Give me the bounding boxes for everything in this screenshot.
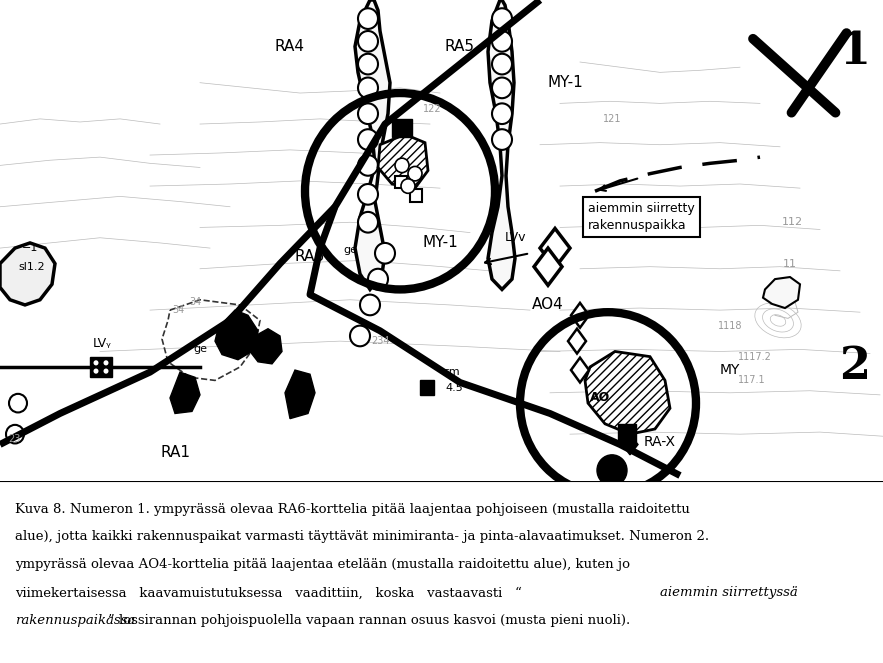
Bar <box>395 176 407 188</box>
Circle shape <box>358 184 378 205</box>
Text: Kuva 8. Numeron 1. ympyrässä olevaa RA6-korttelia pitää laajentaa pohjoiseen (mu: Kuva 8. Numeron 1. ympyrässä olevaa RA6-… <box>15 503 690 516</box>
Polygon shape <box>215 310 258 360</box>
Polygon shape <box>170 372 200 414</box>
Text: ympyrässä olevaa AO4-korttelia pitää laajentaa etelään (mustalla raidoitettu alu: ympyrässä olevaa AO4-korttelia pitää laa… <box>15 558 630 572</box>
Text: 1118: 1118 <box>718 321 743 331</box>
Text: 122: 122 <box>423 103 442 113</box>
Polygon shape <box>378 135 428 188</box>
Text: 112: 112 <box>781 217 803 227</box>
Circle shape <box>492 54 512 74</box>
Text: 4.5: 4.5 <box>445 383 463 392</box>
Text: LVv: LVv <box>505 231 527 244</box>
Text: ge: ge <box>193 344 207 355</box>
Text: 121: 121 <box>603 114 622 124</box>
Polygon shape <box>571 357 589 383</box>
Circle shape <box>9 394 27 412</box>
Circle shape <box>103 369 109 374</box>
Text: sl1.2: sl1.2 <box>18 262 45 272</box>
Circle shape <box>492 78 512 98</box>
Circle shape <box>358 31 378 52</box>
Text: AO: AO <box>590 391 610 404</box>
Text: 1117.2: 1117.2 <box>738 351 772 361</box>
Text: sm: sm <box>443 367 460 377</box>
Text: viimekertaisessa   kaavamuistutuksessa   vaadittiin,   koska   vastaavasti   “: viimekertaisessa kaavamuistutuksessa vaa… <box>15 586 522 599</box>
Circle shape <box>350 326 370 346</box>
Circle shape <box>375 243 395 264</box>
Circle shape <box>358 129 378 150</box>
Text: rakennuspaikassa: rakennuspaikassa <box>15 614 135 627</box>
Circle shape <box>401 179 415 194</box>
Text: AO4: AO4 <box>532 298 564 312</box>
Circle shape <box>368 269 388 290</box>
Circle shape <box>358 78 378 98</box>
Circle shape <box>358 54 378 74</box>
Circle shape <box>358 8 378 29</box>
Bar <box>618 424 636 442</box>
Text: RA4: RA4 <box>275 39 305 54</box>
Polygon shape <box>355 0 390 290</box>
Text: MY: MY <box>720 363 740 377</box>
Polygon shape <box>568 329 586 353</box>
Text: RA6: RA6 <box>295 249 325 264</box>
Circle shape <box>6 425 24 444</box>
Circle shape <box>358 212 378 233</box>
Polygon shape <box>285 370 315 418</box>
Polygon shape <box>585 351 670 434</box>
Polygon shape <box>571 303 589 328</box>
Text: 234: 234 <box>371 336 389 346</box>
Circle shape <box>395 158 409 172</box>
Circle shape <box>94 360 99 365</box>
Circle shape <box>103 360 109 365</box>
Bar <box>420 381 434 395</box>
Bar <box>410 189 422 202</box>
Text: alue), jotta kaikki rakennuspaikat varmasti täyttävät minimiranta- ja pinta-alav: alue), jotta kaikki rakennuspaikat varma… <box>15 530 709 544</box>
Bar <box>392 119 412 137</box>
Circle shape <box>597 455 627 486</box>
Text: aiemmin siirretty
rakennuspaikka: aiemmin siirretty rakennuspaikka <box>588 202 695 231</box>
Text: RA5: RA5 <box>445 39 475 54</box>
Text: 34: 34 <box>189 297 201 307</box>
Text: 1: 1 <box>840 30 871 73</box>
Bar <box>90 357 112 377</box>
Polygon shape <box>622 434 638 455</box>
Text: RA-X: RA-X <box>644 436 676 450</box>
Text: 23: 23 <box>8 434 20 444</box>
Text: 11: 11 <box>783 259 797 269</box>
Text: MY-1: MY-1 <box>547 75 583 90</box>
Circle shape <box>408 166 422 181</box>
Text: aiemmin siirrettyssä: aiemmin siirrettyssä <box>660 586 797 599</box>
Text: ” lossirannan pohjoispuolella vapaan rannan osuus kasvoi (musta pieni nuoli).: ” lossirannan pohjoispuolella vapaan ran… <box>108 614 630 627</box>
Polygon shape <box>488 0 515 290</box>
Circle shape <box>492 31 512 52</box>
Circle shape <box>360 294 380 316</box>
Polygon shape <box>250 329 282 364</box>
Text: LVᵧ: LVᵧ <box>93 337 111 349</box>
Circle shape <box>358 103 378 124</box>
Circle shape <box>492 129 512 150</box>
Circle shape <box>94 369 99 374</box>
Text: MY-1: MY-1 <box>422 235 458 251</box>
Circle shape <box>492 103 512 124</box>
Polygon shape <box>0 243 55 305</box>
Text: −1: −1 <box>22 243 38 253</box>
Text: ge: ge <box>343 245 357 255</box>
Text: 34: 34 <box>172 305 185 315</box>
Polygon shape <box>534 248 562 285</box>
Polygon shape <box>763 277 800 308</box>
Text: 2: 2 <box>840 345 871 389</box>
Circle shape <box>492 8 512 29</box>
Text: 117.1: 117.1 <box>738 375 766 385</box>
Polygon shape <box>540 229 570 268</box>
Text: RA1: RA1 <box>160 446 190 460</box>
Circle shape <box>358 155 378 176</box>
